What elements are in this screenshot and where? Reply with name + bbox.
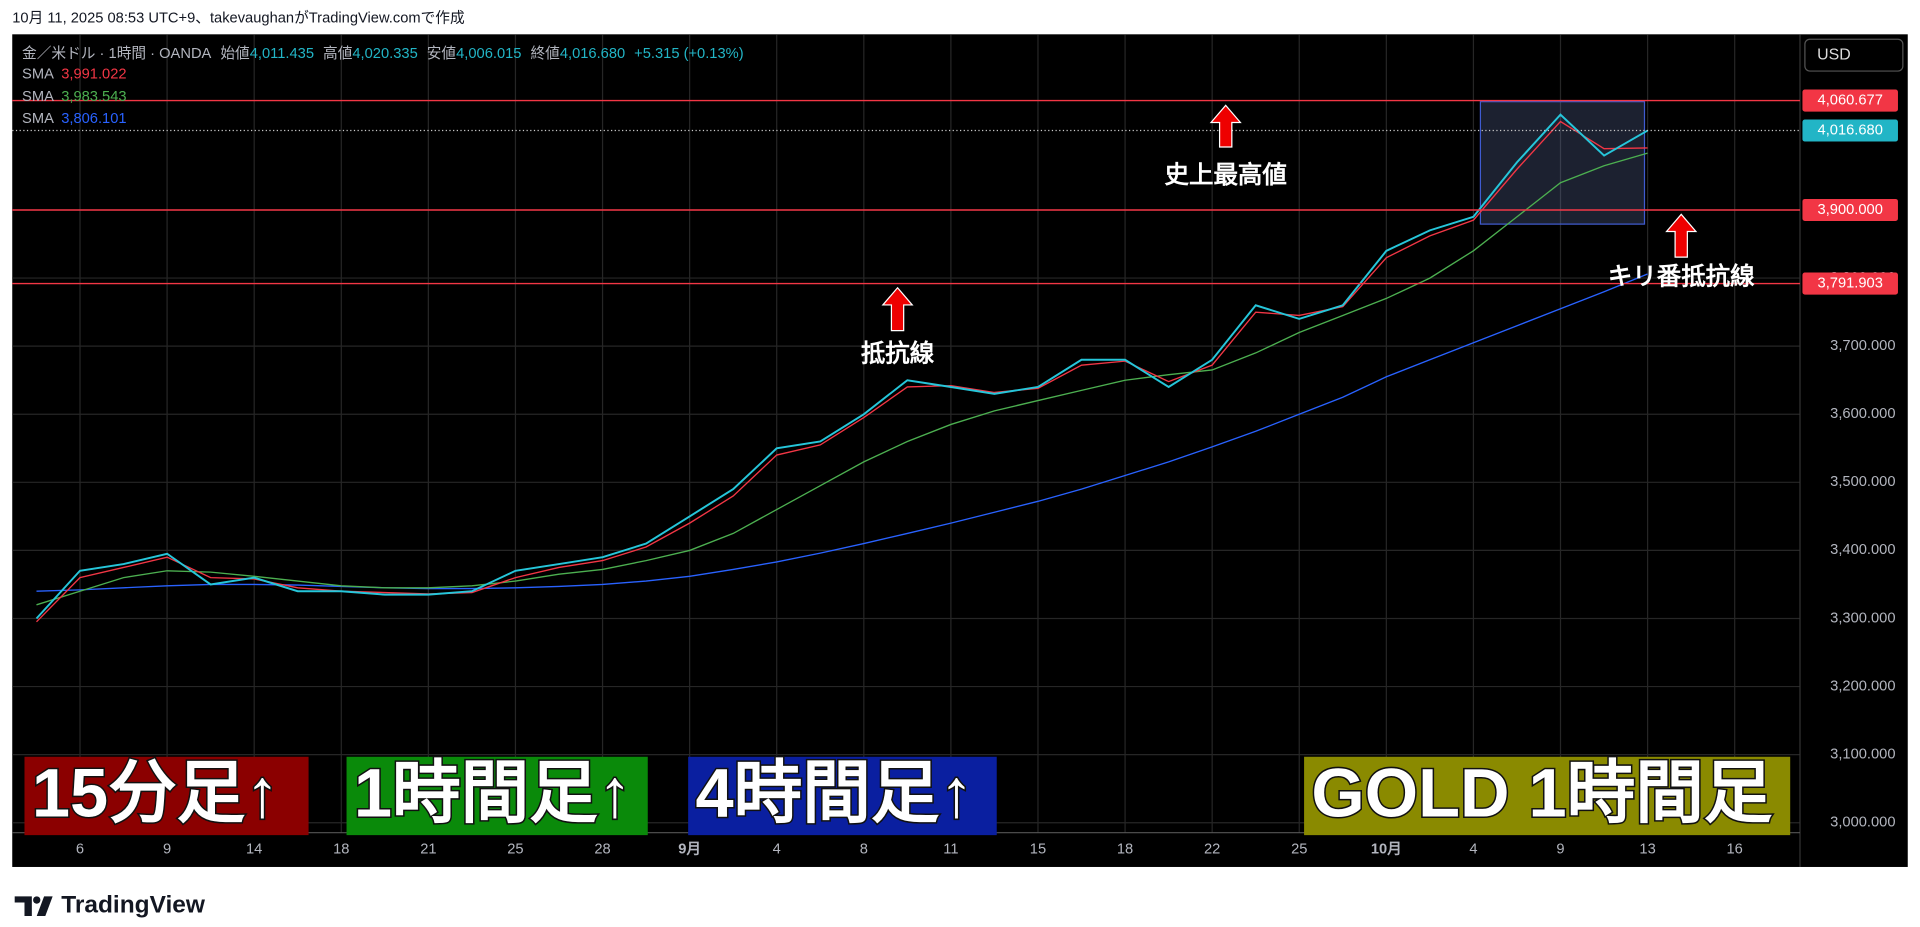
brand-logo xyxy=(14,896,53,916)
ohlc-value: 4,020.335 xyxy=(352,46,417,62)
legend-name: SMA xyxy=(22,111,54,127)
banner-bg xyxy=(1304,756,1791,836)
x-tick-label: 16 xyxy=(1727,842,1743,858)
y-tick-label: 3,000.000 xyxy=(1830,815,1895,831)
x-tick-label: 22 xyxy=(1204,842,1220,858)
level-label: 3,900.000 xyxy=(1818,202,1883,218)
change: +5.315 (+0.13%) xyxy=(634,46,743,62)
arrow xyxy=(1209,104,1242,148)
y-tick-label: 3,100.000 xyxy=(1830,747,1895,763)
grid: 3,000.000 3,100.000 3,200.000 3,300.000 3,40… xyxy=(12,34,1896,858)
x-tick-label: 9 xyxy=(1556,842,1564,858)
series-line xyxy=(36,152,1648,606)
y-tick-label: 3,700.000 xyxy=(1830,338,1895,354)
legend-name: SMA xyxy=(22,67,54,83)
ohlc-label: 安値 xyxy=(427,45,457,62)
x-tick-label: 18 xyxy=(1117,842,1133,858)
ohlc-value: 4,016.680 xyxy=(560,46,625,62)
y-tick-label: 3,600.000 xyxy=(1830,406,1895,422)
series-line xyxy=(36,273,1648,592)
arrow xyxy=(1665,213,1698,258)
level-label: 3,791.903 xyxy=(1818,275,1883,291)
legend-name: SMA xyxy=(22,89,54,105)
chart-background xyxy=(12,34,1908,867)
x-tick-label: 11 xyxy=(943,842,958,858)
y-tick-label: 3,300.000 xyxy=(1830,610,1895,626)
x-tick-label: 8 xyxy=(860,842,868,858)
ohlc-label: 終値 xyxy=(530,45,560,62)
arrow xyxy=(881,286,914,332)
highlight-box xyxy=(1479,101,1646,225)
plot xyxy=(35,113,1649,623)
ohlc-label: 高値 xyxy=(323,45,353,62)
brand-logo-dot xyxy=(33,896,41,904)
x-tick-label: 9月 xyxy=(678,841,701,858)
currency-box[interactable] xyxy=(1804,38,1904,72)
x-tick-label: 21 xyxy=(420,842,436,858)
x-tick-label: 13 xyxy=(1639,842,1655,858)
series-line xyxy=(35,113,1649,620)
legend-sma: SMA 3,806.101 xyxy=(22,111,127,127)
annotation: 抵抗線 xyxy=(861,339,935,368)
banner: 4時間足↑ xyxy=(696,755,974,832)
banner: 1時間足↑ xyxy=(354,755,632,832)
x-tick-label: 4 xyxy=(1469,842,1477,858)
level-label-bg xyxy=(1802,89,1898,112)
y-tick-label: 3,400.000 xyxy=(1830,542,1895,558)
overlay: 4,060.677 3,900.000 3,791.903 4,016.680 xyxy=(12,89,1898,295)
symbol: 金／米ドル · 1時間 · OANDA xyxy=(22,45,212,62)
x-tick-label: 25 xyxy=(507,842,523,858)
x-tick-label: 15 xyxy=(1030,842,1046,858)
x-tick-label: 25 xyxy=(1291,842,1307,858)
brand: TradingView xyxy=(61,892,206,919)
x-tick-label: 28 xyxy=(594,842,610,858)
y-tick-label: 3,500.000 xyxy=(1830,474,1895,490)
y-tick-label: 3,200.000 xyxy=(1830,678,1895,694)
x-tick-label: 9 xyxy=(163,842,171,858)
x-tick-label: 6 xyxy=(76,842,84,858)
annotation: キリ番抵抗線 xyxy=(1608,261,1755,290)
header: 10月 11, 2025 08:53 UTC+9、takevaughanがTra… xyxy=(12,9,465,26)
annotation: 史上最高値 xyxy=(1165,160,1287,189)
ohlc-label: 始値 xyxy=(220,45,250,62)
legend-header: 金／米ドル · 1時間 · OANDA 始値4,011.435 高値4,020.… xyxy=(22,45,744,62)
x-tick-label: 10月 xyxy=(1371,841,1402,858)
x-tick-label: 4 xyxy=(773,842,781,858)
legend-value: 3,991.022 xyxy=(61,67,126,83)
level-label-bg xyxy=(1802,198,1898,221)
last-price-label: 4,016.680 xyxy=(1818,122,1883,138)
legend-sma: SMA 3,983.543 xyxy=(22,89,127,105)
banner: GOLD 1時間足 xyxy=(1311,755,1772,832)
legend-value: 3,806.101 xyxy=(61,111,126,127)
x-tick-label: 18 xyxy=(333,842,349,858)
banner-bg xyxy=(346,756,648,836)
banner-bg xyxy=(688,756,997,836)
x-tick-label: 14 xyxy=(246,842,262,858)
series-line xyxy=(36,120,1648,623)
legend-value: 3,983.543 xyxy=(61,89,126,105)
banner: 15分足↑ xyxy=(32,755,280,832)
banner-bg xyxy=(24,756,309,836)
ohlc-value: 4,011.435 xyxy=(250,46,314,62)
level-label-bg xyxy=(1802,272,1898,295)
ohlc-value: 4,006.015 xyxy=(456,46,521,62)
legend-sma: SMA 3,991.022 xyxy=(22,67,127,83)
last-price-bg xyxy=(1802,119,1898,142)
currency[interactable]: USD xyxy=(1817,46,1851,63)
level-label: 4,060.677 xyxy=(1818,92,1883,108)
